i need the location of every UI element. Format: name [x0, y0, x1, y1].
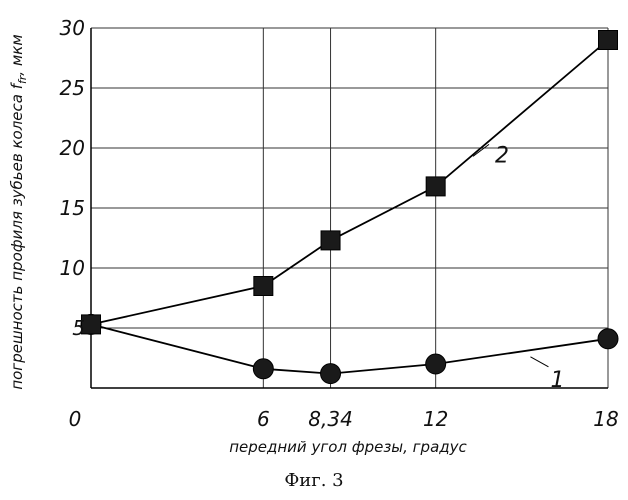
y-axis-label-unit: , мкм	[8, 34, 26, 75]
series-line-2	[91, 40, 608, 324]
y-tick-label-1: 10	[60, 256, 85, 280]
x-tick-label-0: 0	[69, 407, 82, 431]
y-tick-label-3: 20	[60, 136, 85, 160]
x-tick-label-1: 6	[257, 407, 270, 431]
series-label-2: 2	[495, 143, 509, 168]
x-tick-label-2: 8,34	[308, 407, 353, 431]
y-tick-label-4: 25	[60, 76, 85, 100]
series-1-point-4	[598, 329, 618, 349]
series-1-point-2	[321, 364, 341, 384]
series-2-point-2	[321, 231, 340, 250]
y-tick-label-5: 30	[60, 16, 85, 40]
series-line-1	[91, 324, 608, 373]
y-axis-label: погрешность профиля зубьев колеса ffr, м…	[8, 34, 29, 389]
x-tick-label-3: 12	[423, 407, 448, 431]
x-axis-label: передний угол фрезы, градус	[229, 438, 467, 456]
series-group: 12	[81, 31, 618, 393]
series-label-leader-2	[473, 144, 489, 156]
series-2-point-4	[599, 31, 618, 50]
x-tick-label-4: 18	[593, 407, 618, 431]
grid	[91, 28, 608, 388]
series-1-point-1	[253, 359, 273, 379]
figure-caption: Фиг. 3	[0, 470, 628, 491]
series-2-point-3	[426, 177, 445, 196]
y-axis-label-main: погрешность профиля зубьев колеса f	[8, 81, 26, 389]
y-tick-label-0: 5	[72, 316, 85, 340]
series-2-point-1	[254, 277, 273, 296]
series-1-point-3	[426, 354, 446, 374]
chart: 12 51015202530068,341218 передний угол ф…	[0, 0, 628, 470]
series-label-1: 1	[550, 368, 564, 393]
series-label-leader-1	[530, 357, 548, 367]
y-tick-label-2: 15	[60, 196, 85, 220]
